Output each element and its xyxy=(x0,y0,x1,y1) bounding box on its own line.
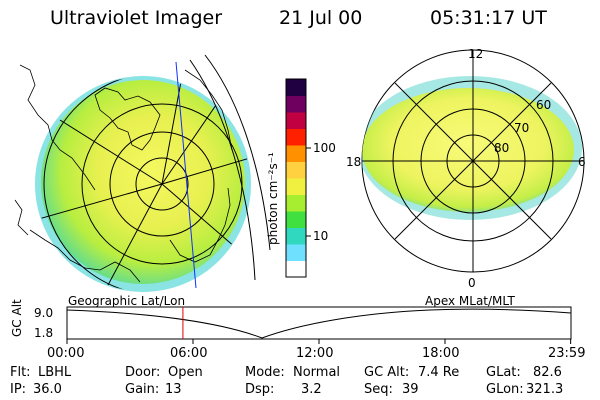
polar-panel-label: Apex MLat/MLT xyxy=(425,294,515,308)
ip-value: 36.0 xyxy=(33,382,62,397)
mlt-label-0: 0 xyxy=(468,276,476,290)
geo-panel-label: Geographic Lat/Lon xyxy=(68,294,186,308)
dsp-label: Dsp: xyxy=(245,382,275,397)
colorbar-label-100: 100 xyxy=(313,141,336,155)
altitude-xtick-2: 12:00 xyxy=(296,346,334,361)
altitude-xtick-3: 18:00 xyxy=(422,346,460,361)
outer-graticule xyxy=(189,54,271,281)
glat-value: 82.6 xyxy=(533,365,562,380)
altitude-xtick-1: 06:00 xyxy=(170,346,208,361)
polar-image xyxy=(361,49,585,273)
gain-label: Gain: xyxy=(125,382,160,397)
colorbar-band xyxy=(286,194,306,212)
colorbar xyxy=(286,79,306,278)
flt-label: Flt: xyxy=(10,365,31,380)
colorbar-band xyxy=(286,128,306,146)
colorbar-band xyxy=(286,178,306,195)
glon-value: 321.3 xyxy=(526,382,564,397)
gain-value: 13 xyxy=(165,382,182,397)
mlat-label-80: 80 xyxy=(494,141,510,155)
altitude-ytick-low: 1.8 xyxy=(34,326,54,340)
colorbar-band xyxy=(286,145,306,162)
colorbar-label-10: 10 xyxy=(313,229,329,243)
colorbar-band xyxy=(286,112,306,129)
terminator-line xyxy=(175,61,197,289)
flt-value: LBHL xyxy=(38,365,72,380)
mlt-label-18: 18 xyxy=(346,155,362,169)
altitude-xtick-4: 23:59 xyxy=(548,346,586,361)
glon-label: GLon: xyxy=(486,382,524,397)
gcalt-value: 7.4 Re xyxy=(418,365,460,380)
colorbar-band xyxy=(286,95,306,113)
colorbar-band xyxy=(286,260,306,278)
colorbar-band xyxy=(286,161,306,179)
mlat-label-70: 70 xyxy=(514,121,530,135)
colorbar-frame xyxy=(285,78,307,278)
mode-value: Normal xyxy=(293,365,341,380)
colorbar-unit-label: photon cm⁻²s⁻¹ xyxy=(266,152,280,245)
mlat-label-60: 60 xyxy=(536,98,552,112)
colorbar-band xyxy=(286,227,306,245)
altitude-ylabel: GC Alt xyxy=(10,299,24,337)
gcalt-label: GC Alt: xyxy=(364,365,410,380)
ip-label: IP: xyxy=(10,382,27,397)
mlt-label-6: 6 xyxy=(578,155,586,169)
mlt-label-12: 12 xyxy=(468,47,484,61)
dsp-value: 3.2 xyxy=(301,382,322,397)
altitude-xtick-0: 00:00 xyxy=(47,346,85,361)
polar-graticule xyxy=(362,50,584,272)
altitude-plot xyxy=(66,306,572,344)
colorbar-band xyxy=(286,211,306,228)
colorbar-band xyxy=(286,244,306,261)
glat-label: GLat: xyxy=(486,365,521,380)
colorbar-band xyxy=(286,79,306,96)
image-date: 21 Jul 00 xyxy=(279,7,363,29)
seq-label: Seq: xyxy=(364,382,393,397)
mode-label: Mode: xyxy=(245,365,285,380)
door-value: Open xyxy=(168,365,203,380)
seq-value: 39 xyxy=(402,382,419,397)
app-title: Ultraviolet Imager xyxy=(50,7,223,29)
geo-image xyxy=(14,54,271,292)
image-time: 05:31:17 UT xyxy=(430,7,547,29)
coastlines xyxy=(14,64,233,283)
altitude-ytick-high: 9.0 xyxy=(34,306,54,320)
door-label: Door: xyxy=(125,365,161,380)
